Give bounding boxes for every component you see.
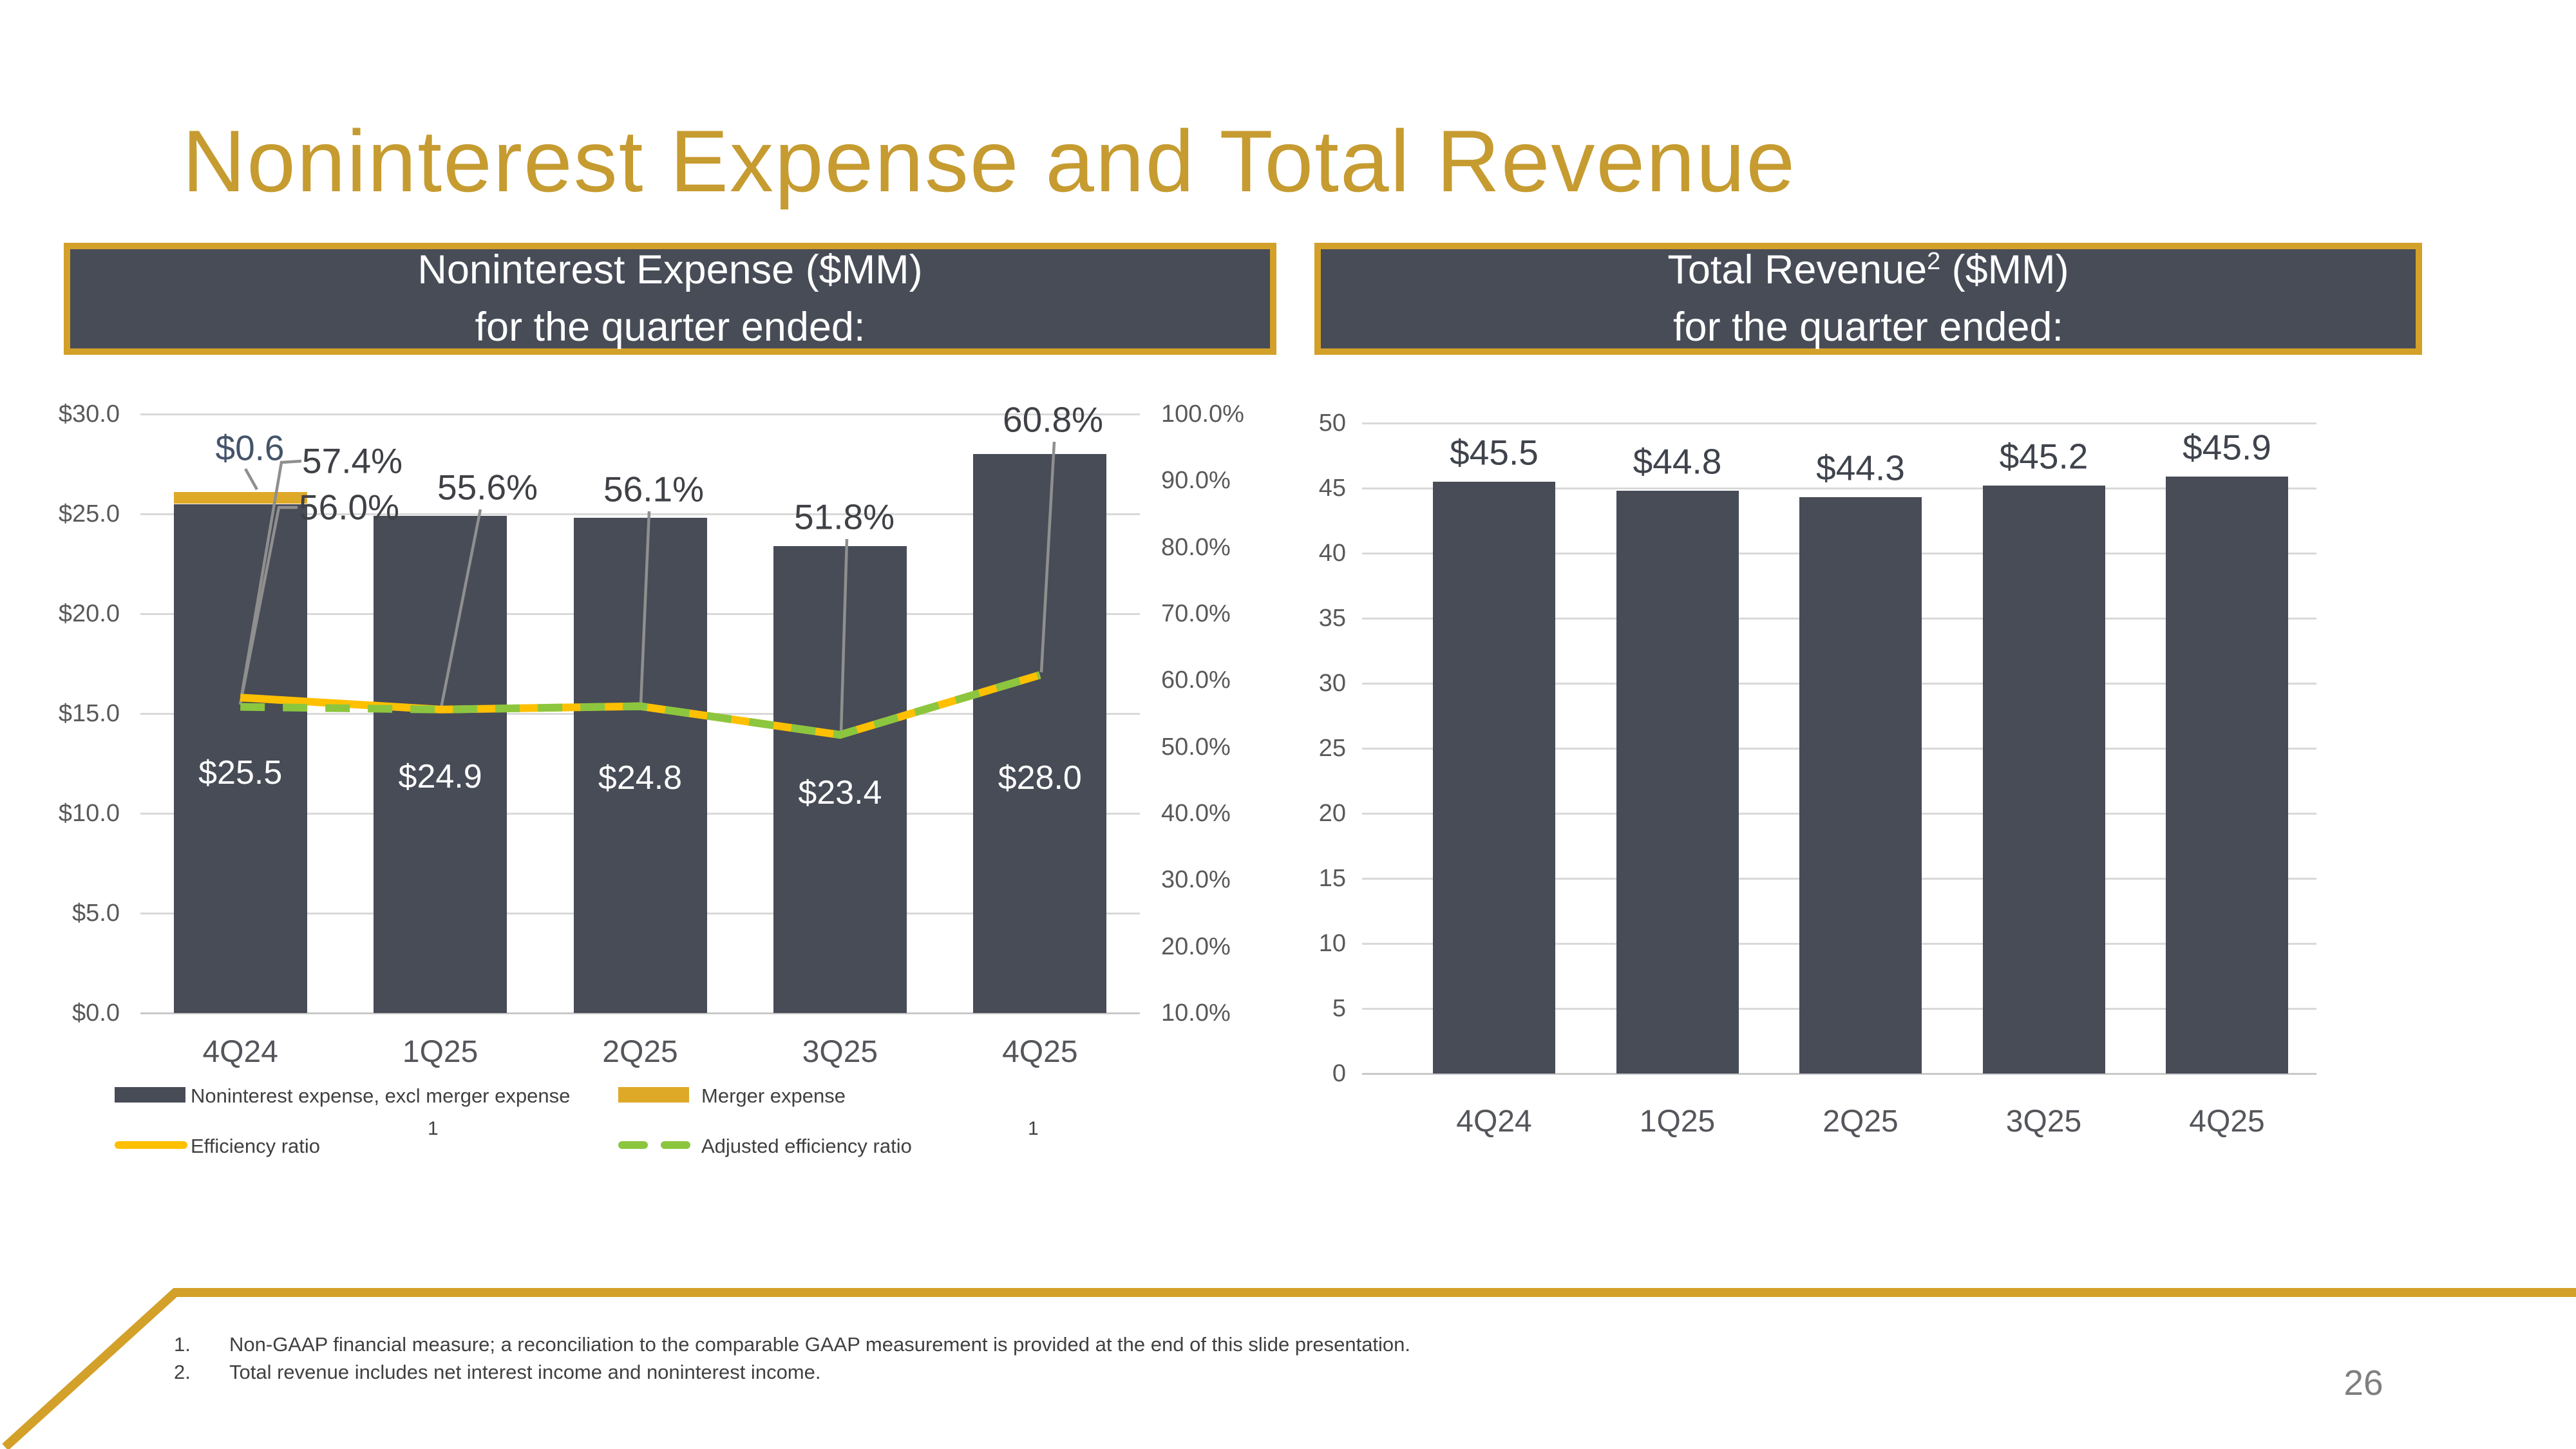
page-number: 26 (2344, 1363, 2383, 1403)
footnote-1-text: Non-GAAP financial measure; a reconcilia… (229, 1333, 1411, 1356)
right-chart-header: Total Revenue2 ($MM) for the quarter end… (1314, 243, 2422, 355)
left-chart-header-line1: Noninterest Expense ($MM) (417, 247, 923, 292)
left-chart-header: Noninterest Expense ($MM) for the quarte… (64, 243, 1276, 355)
left-chart-header-line2: for the quarter ended: (475, 305, 866, 350)
right-chart-header-line1: Total Revenue2 ($MM) (1667, 247, 2069, 292)
footnote-1-number: 1. (174, 1333, 191, 1356)
footnote-2-text: Total revenue includes net interest inco… (229, 1361, 821, 1383)
slide-title: Noninterest Expense and Total Revenue (182, 112, 1796, 210)
right-chart-header-line2: for the quarter ended: (1673, 305, 2063, 350)
header-superscript: 2 (1927, 247, 1941, 275)
footnote-2-number: 2. (174, 1361, 191, 1383)
